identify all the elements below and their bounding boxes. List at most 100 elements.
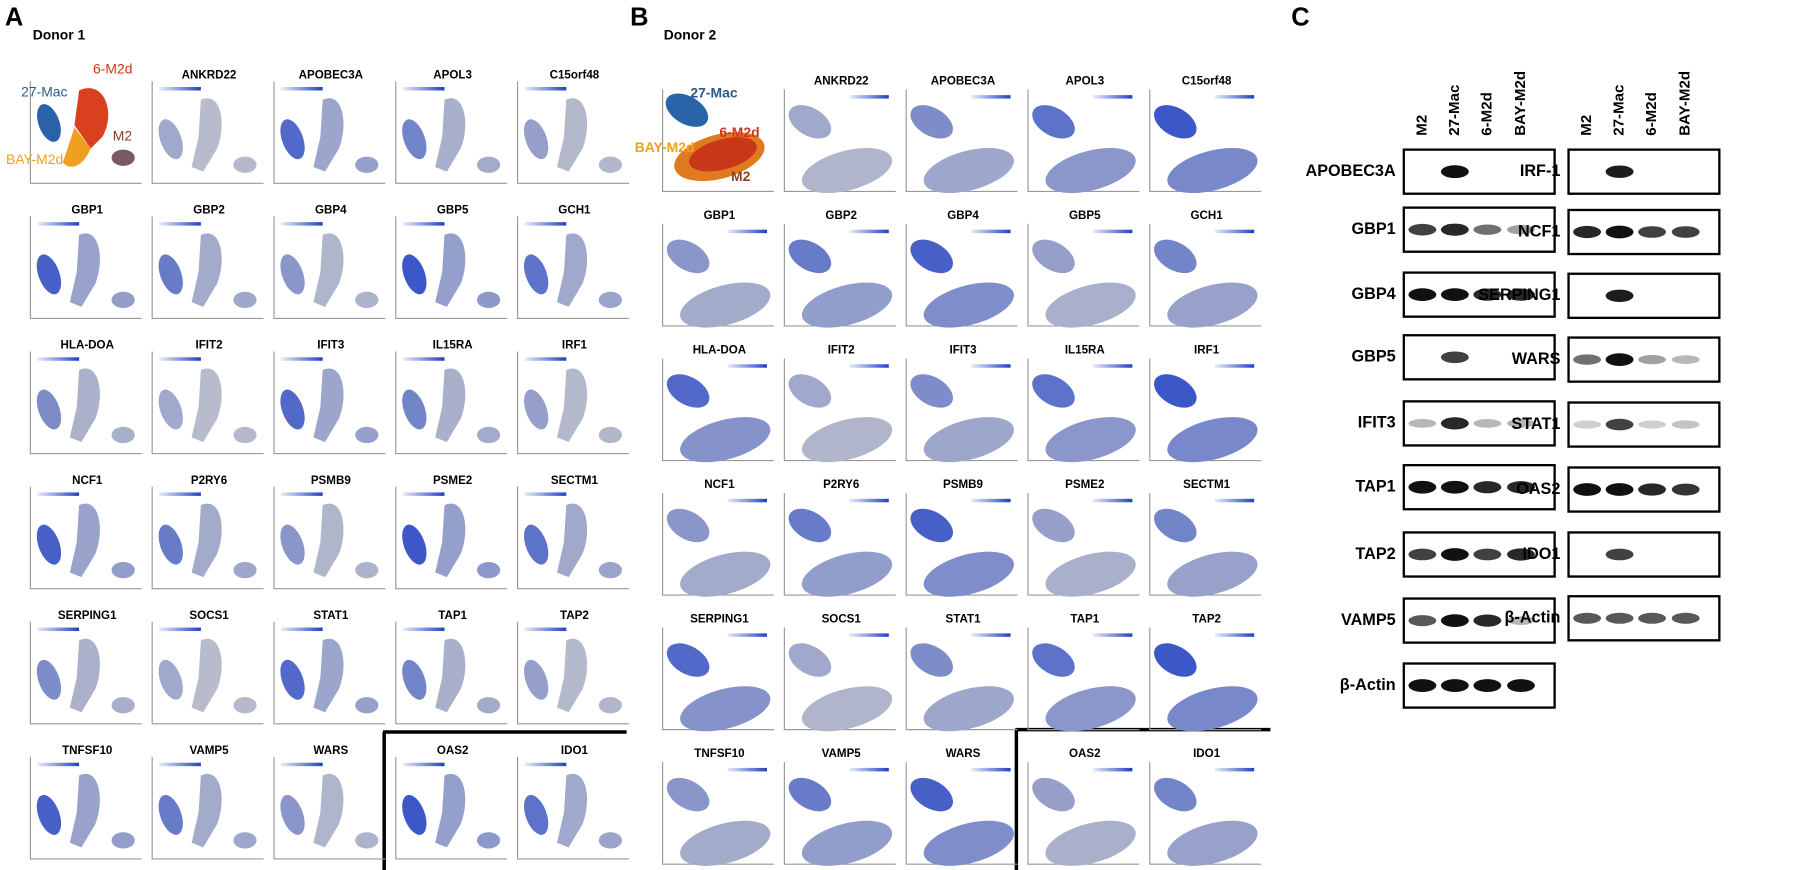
cluster-blob [74, 88, 109, 149]
gene-label: PSME2 [433, 474, 472, 487]
gene-label: HLA-DOA [60, 339, 114, 352]
umap-blob [801, 282, 893, 328]
umap-blob [158, 659, 183, 700]
axis [273, 351, 386, 455]
umap-blob [524, 389, 549, 430]
umap-blob [36, 389, 62, 430]
umap-blob [158, 794, 183, 835]
umap-blob [355, 562, 379, 579]
band [1473, 679, 1502, 692]
umap-blob [557, 773, 588, 848]
umap-blob [280, 659, 305, 700]
blot-label: TAP1 [1355, 477, 1395, 495]
umap-blob [788, 105, 832, 139]
umap-blob [1045, 686, 1136, 732]
gene-label: SERPING1 [690, 613, 749, 626]
blot-label: NCF1 [1518, 222, 1560, 240]
blot-label: STAT1 [1511, 415, 1560, 433]
axis [395, 81, 508, 184]
color-bar [849, 229, 889, 234]
umap-blob [598, 426, 622, 444]
umap-blob [191, 233, 222, 307]
gene-label: C15orf48 [1182, 74, 1232, 87]
umap-blob [111, 426, 135, 444]
umap-blob [191, 773, 222, 848]
umap-blob [191, 503, 222, 578]
umap-blob [435, 368, 466, 442]
umap-blob [598, 156, 622, 173]
umap-blob [788, 643, 832, 677]
umap-blob [313, 98, 344, 172]
umap-blob [923, 686, 1014, 732]
umap-blob [36, 794, 62, 835]
band [1507, 679, 1535, 692]
color-bar [37, 762, 80, 767]
band [1473, 614, 1502, 627]
axis [1149, 223, 1262, 327]
umap-blob [233, 832, 257, 849]
band [1605, 612, 1634, 624]
umap-blob [233, 426, 257, 444]
umap-blob [476, 832, 501, 849]
umap-blob [923, 820, 1014, 866]
umap-blob [680, 820, 771, 866]
color-bar [1214, 767, 1255, 772]
axis [662, 358, 774, 462]
umap-blob [355, 156, 379, 173]
axis [905, 358, 1018, 462]
umap-blob [788, 374, 832, 408]
cluster-blob [689, 137, 757, 172]
umap-blob [801, 417, 893, 463]
umap-blob [680, 820, 771, 866]
band [1573, 483, 1602, 496]
gene-label: GBP2 [193, 204, 225, 217]
umap-blob [476, 426, 501, 444]
umap-blob [557, 638, 588, 713]
color-bar [971, 498, 1011, 503]
axis [273, 216, 386, 319]
umap-blob [557, 233, 588, 307]
band [1440, 223, 1469, 236]
color-bar [1092, 498, 1133, 503]
color-bar [1214, 95, 1255, 99]
color-bar [159, 87, 201, 91]
umap-blob [313, 98, 344, 172]
blot-label: SERPING1 [1478, 286, 1560, 304]
gene-label: C15orf48 [550, 68, 600, 81]
cluster-blob [665, 93, 709, 127]
gene-label: NCF1 [704, 478, 735, 491]
color-bar [159, 357, 201, 361]
umap-blob [557, 773, 588, 848]
umap-blob [435, 773, 466, 848]
axis [395, 351, 508, 455]
color-bar [727, 498, 767, 503]
color-bar [524, 492, 567, 496]
umap-blob [313, 773, 344, 848]
umap-blob [1167, 551, 1258, 597]
umap-blob [1154, 643, 1197, 677]
cluster-label: 27-Mac [21, 83, 67, 99]
umap-blob [435, 233, 466, 307]
umap-blob [557, 638, 588, 713]
axis [151, 81, 264, 184]
color-bar [524, 762, 567, 767]
axis [151, 756, 264, 860]
color-bar [971, 95, 1011, 99]
umap-blob [191, 98, 222, 172]
umap-blob [36, 524, 62, 565]
band [1638, 354, 1666, 365]
umap-blob [111, 426, 135, 444]
band [1473, 224, 1502, 235]
axis [905, 627, 1018, 731]
umap-blob [598, 832, 622, 849]
axis [1149, 492, 1262, 596]
gene-label: SOCS1 [189, 609, 229, 622]
umap-blob [36, 389, 62, 430]
umap-blob [280, 524, 305, 565]
umap-blob [36, 659, 62, 700]
umap-blob [1154, 105, 1197, 139]
lane-label: 6-M2d [1643, 92, 1660, 136]
band [1507, 225, 1535, 235]
band [1671, 483, 1700, 496]
gene-label: TAP1 [1070, 613, 1099, 626]
